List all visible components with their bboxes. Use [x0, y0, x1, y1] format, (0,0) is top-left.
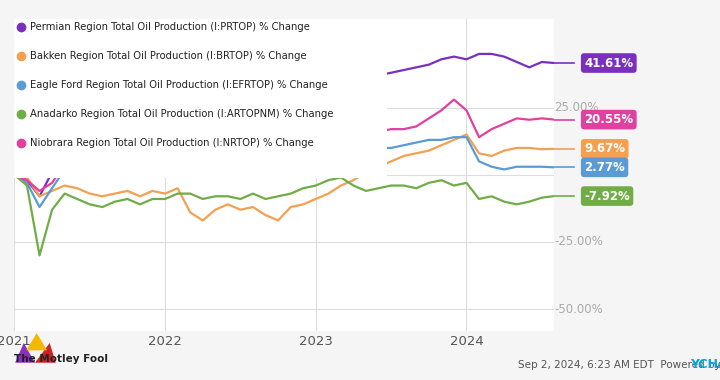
Text: Sep 2, 2024, 6:23 AM EDT  Powered by: Sep 2, 2024, 6:23 AM EDT Powered by: [518, 360, 720, 370]
Text: Anadarko Region Total Oil Production (I:ARTOPNM) % Change: Anadarko Region Total Oil Production (I:…: [30, 109, 333, 119]
Text: Permian Region Total Oil Production (I:PRTOP) % Change: Permian Region Total Oil Production (I:P…: [30, 22, 310, 32]
Text: Eagle Ford Region Total Oil Production (I:EFRTOP) % Change: Eagle Ford Region Total Oil Production (…: [30, 80, 328, 90]
Text: YCHARTS: YCHARTS: [690, 358, 720, 371]
Text: -25.00%: -25.00%: [554, 236, 603, 249]
Text: 41.61%: 41.61%: [584, 57, 634, 70]
Polygon shape: [35, 343, 55, 363]
Text: -7.92%: -7.92%: [584, 190, 630, 203]
Text: Niobrara Region Total Oil Production (I:NRTOP) % Change: Niobrara Region Total Oil Production (I:…: [30, 138, 313, 148]
Text: -50.00%: -50.00%: [554, 302, 603, 316]
Text: 9.67%: 9.67%: [584, 142, 625, 155]
Polygon shape: [15, 343, 35, 363]
Text: Bakken Region Total Oil Production (I:BRTOP) % Change: Bakken Region Total Oil Production (I:BR…: [30, 51, 306, 61]
Text: 25.00%: 25.00%: [554, 101, 599, 114]
Polygon shape: [27, 333, 47, 350]
FancyBboxPatch shape: [9, 16, 387, 178]
Text: 20.55%: 20.55%: [584, 113, 634, 126]
Text: 2.77%: 2.77%: [584, 161, 625, 174]
Text: The Motley Fool: The Motley Fool: [14, 354, 109, 364]
